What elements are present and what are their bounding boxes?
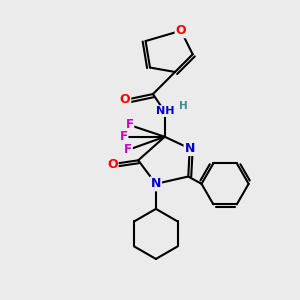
Text: H: H [178, 101, 188, 111]
Text: N: N [151, 177, 161, 190]
Text: O: O [120, 93, 130, 106]
Text: O: O [176, 24, 186, 37]
Text: F: F [124, 143, 132, 157]
Text: N: N [184, 142, 195, 155]
Text: F: F [125, 118, 134, 131]
Text: F: F [119, 130, 128, 143]
Text: O: O [107, 158, 118, 171]
Text: NH: NH [156, 106, 175, 116]
